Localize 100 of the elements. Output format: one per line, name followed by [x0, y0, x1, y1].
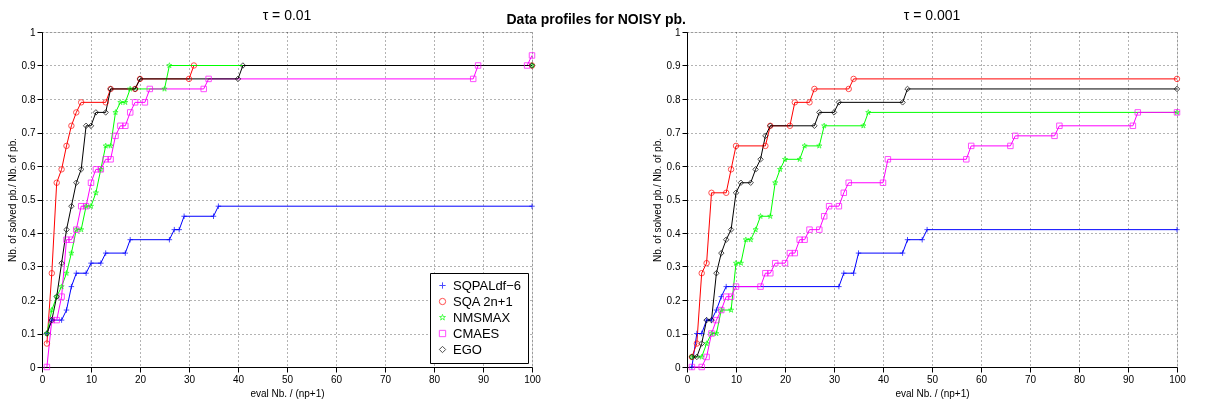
point [757, 213, 764, 219]
point [757, 156, 764, 163]
point [1056, 122, 1063, 130]
point [698, 269, 705, 277]
point [1173, 85, 1181, 93]
y-tick-label: 0.2 [666, 294, 681, 306]
point [234, 75, 242, 83]
point [102, 156, 109, 163]
point [727, 166, 735, 173]
point [73, 179, 80, 186]
chart-title: τ = 0.001 [903, 7, 961, 23]
y-tick-label: 1 [29, 26, 36, 38]
point [239, 62, 247, 69]
point [762, 269, 769, 277]
point [82, 122, 90, 130]
point [1134, 109, 1142, 116]
point [87, 202, 95, 209]
point [865, 109, 872, 116]
point [791, 99, 799, 106]
point [732, 259, 740, 266]
y-tick-label: 0.6 [666, 160, 681, 172]
legend-label: CMAES [453, 325, 500, 341]
point [884, 156, 892, 163]
point [855, 249, 862, 257]
point [732, 142, 740, 150]
point [58, 259, 65, 267]
point [161, 85, 168, 92]
point [811, 85, 818, 93]
point [767, 269, 774, 277]
x-tick-label: 30 [183, 373, 196, 385]
point [87, 179, 95, 186]
chart-title: τ = 0.01 [262, 7, 312, 23]
point [528, 52, 536, 59]
point [904, 85, 911, 93]
point [107, 156, 114, 163]
x-tick-label: 10 [730, 373, 743, 385]
point [215, 202, 222, 210]
point [728, 306, 735, 313]
x-axis-title: eval Nb. / (np+1) [895, 387, 970, 399]
legend-label: EGO [453, 341, 482, 357]
point [703, 353, 710, 361]
point [107, 142, 114, 149]
point [830, 109, 838, 116]
y-tick-label: 0.4 [21, 227, 36, 239]
x-tick-label: 40 [232, 373, 245, 385]
point [963, 156, 970, 163]
y-tick-label: 0.6 [21, 160, 36, 172]
point [73, 269, 80, 277]
y-tick-label: 0.7 [21, 127, 36, 138]
point [698, 363, 705, 371]
point [816, 109, 823, 116]
point [77, 99, 85, 106]
x-tick-label: 80 [1073, 373, 1086, 385]
point [63, 226, 70, 233]
x-tick-label: 100 [1169, 373, 1187, 385]
point [166, 62, 173, 69]
point [777, 166, 784, 173]
point [698, 340, 705, 347]
point [732, 283, 740, 290]
point [693, 340, 701, 347]
point [58, 316, 65, 324]
point [845, 85, 852, 93]
point [747, 179, 754, 186]
point [825, 202, 833, 210]
x-tick-label: 90 [477, 373, 490, 385]
point [835, 202, 843, 210]
point [781, 156, 789, 163]
y-tick-label: 0.1 [21, 328, 36, 339]
x-tick-label: 20 [134, 373, 147, 385]
point [63, 142, 70, 150]
point [722, 283, 730, 290]
point [126, 236, 134, 243]
point [175, 226, 183, 233]
point [806, 99, 813, 106]
point [840, 269, 848, 277]
point [469, 75, 477, 83]
x-tick-label: 60 [330, 373, 343, 385]
point [1012, 132, 1019, 140]
point [102, 109, 109, 116]
point [899, 99, 906, 106]
point [68, 249, 75, 256]
point [722, 293, 730, 300]
point [796, 236, 803, 243]
point [141, 99, 149, 106]
point [126, 109, 134, 116]
point [131, 99, 139, 106]
point [58, 166, 65, 173]
point [708, 189, 715, 197]
point [73, 109, 80, 116]
y-axis-title: Nb. of solved pb./ Nb. of pb. [651, 138, 663, 262]
point [112, 109, 119, 116]
point [82, 269, 90, 277]
point [92, 189, 99, 196]
y-tick-label: 0.3 [666, 261, 681, 272]
point [77, 202, 85, 210]
point [816, 226, 823, 233]
x-tick-label: 80 [428, 373, 441, 385]
x-tick-label: 40 [877, 373, 890, 385]
point [185, 75, 193, 83]
x-axis-title: eval Nb. / (np+1) [250, 387, 325, 399]
